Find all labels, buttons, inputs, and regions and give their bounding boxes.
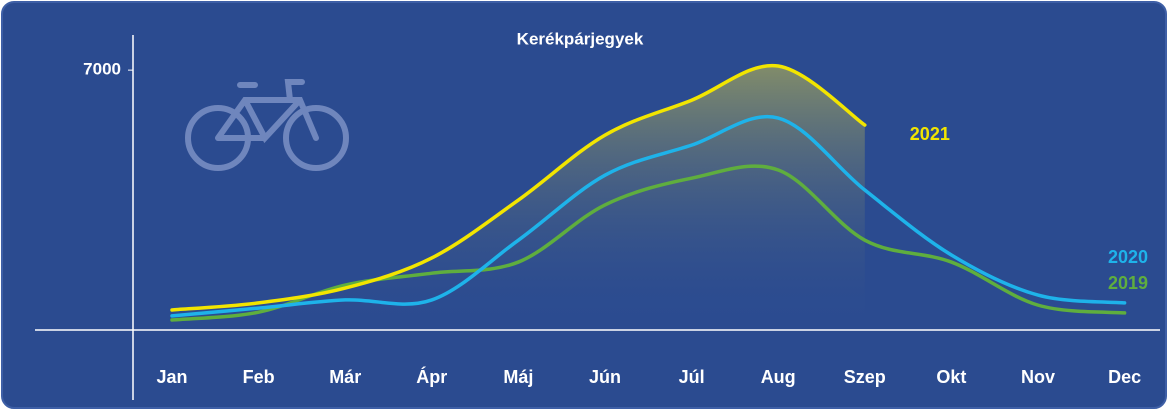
series-label: 2021 xyxy=(910,124,950,144)
bike-icon xyxy=(185,79,349,171)
x-tick-label: Szep xyxy=(844,367,886,387)
x-tick-label: Feb xyxy=(243,367,275,387)
x-tick-label: Már xyxy=(329,367,361,387)
y-tick-label: 7000 xyxy=(83,60,121,79)
area-glow xyxy=(172,65,865,330)
x-tick-label: Nov xyxy=(1021,367,1055,387)
x-tick-label: Dec xyxy=(1108,367,1141,387)
x-tick-label: Ápr xyxy=(416,366,447,387)
x-tick-label: Jún xyxy=(589,367,621,387)
x-tick-label: Aug xyxy=(761,367,796,387)
series-label: 2020 xyxy=(1108,247,1148,267)
series-line xyxy=(170,63,867,312)
x-tick-label: Okt xyxy=(936,367,966,387)
series-line xyxy=(170,114,1127,318)
chart-title: Kerékpárjegyek xyxy=(517,29,644,48)
x-tick-label: Jan xyxy=(156,367,187,387)
series-label: 2019 xyxy=(1108,273,1148,293)
series-line xyxy=(170,164,1127,322)
x-tick-label: Máj xyxy=(503,367,533,387)
x-tick-label: Júl xyxy=(679,367,705,387)
